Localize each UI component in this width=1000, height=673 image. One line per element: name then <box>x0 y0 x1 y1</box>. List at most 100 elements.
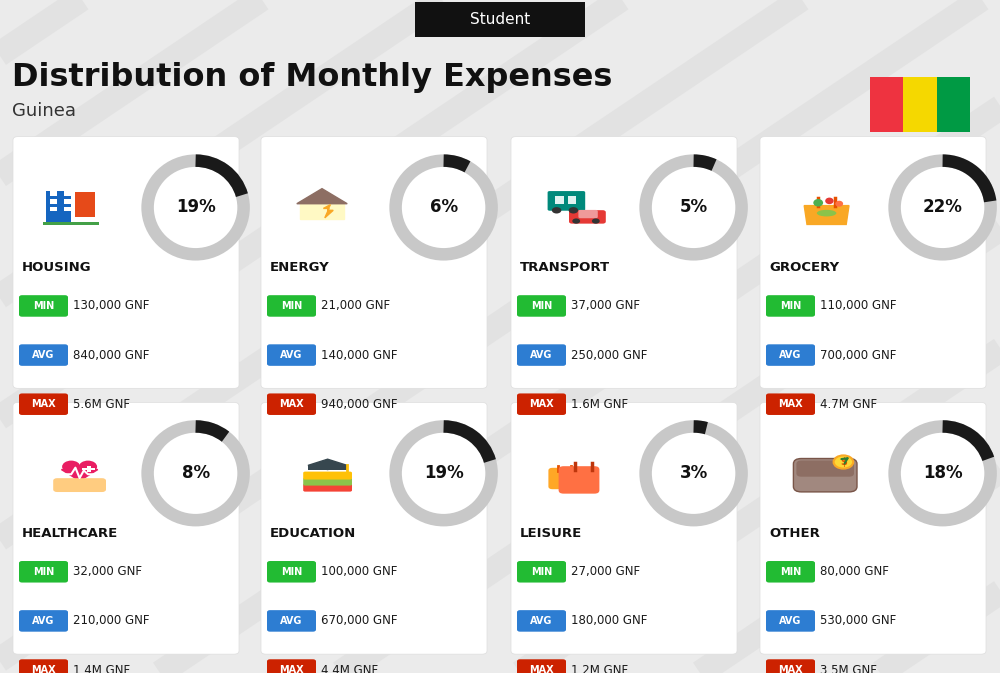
FancyBboxPatch shape <box>50 199 57 204</box>
FancyBboxPatch shape <box>511 402 737 654</box>
FancyBboxPatch shape <box>13 402 239 654</box>
FancyBboxPatch shape <box>13 137 239 388</box>
FancyBboxPatch shape <box>75 192 95 217</box>
FancyBboxPatch shape <box>303 472 352 480</box>
Ellipse shape <box>813 199 823 207</box>
Text: 530,000 GNF: 530,000 GNF <box>820 614 896 627</box>
FancyBboxPatch shape <box>43 222 99 225</box>
Text: GROCERY: GROCERY <box>769 261 839 274</box>
FancyBboxPatch shape <box>568 196 576 204</box>
Text: 180,000 GNF: 180,000 GNF <box>571 614 647 627</box>
Ellipse shape <box>835 201 843 207</box>
FancyBboxPatch shape <box>87 466 91 472</box>
Text: MAX: MAX <box>778 399 803 409</box>
Text: 210,000 GNF: 210,000 GNF <box>73 614 150 627</box>
FancyBboxPatch shape <box>548 191 585 211</box>
Text: 130,000 GNF: 130,000 GNF <box>73 299 149 312</box>
FancyBboxPatch shape <box>766 345 815 366</box>
Ellipse shape <box>825 198 834 204</box>
FancyBboxPatch shape <box>903 77 937 132</box>
Text: Guinea: Guinea <box>12 102 76 120</box>
Text: MIN: MIN <box>33 567 54 577</box>
FancyBboxPatch shape <box>870 77 903 132</box>
FancyBboxPatch shape <box>517 610 566 632</box>
Polygon shape <box>804 205 849 224</box>
FancyBboxPatch shape <box>511 137 737 388</box>
FancyBboxPatch shape <box>517 660 566 673</box>
Ellipse shape <box>817 210 836 217</box>
Text: 670,000 GNF: 670,000 GNF <box>321 614 398 627</box>
FancyBboxPatch shape <box>569 210 606 223</box>
Text: 19%: 19% <box>424 464 463 483</box>
FancyBboxPatch shape <box>548 468 580 489</box>
FancyBboxPatch shape <box>267 394 316 415</box>
FancyBboxPatch shape <box>517 394 566 415</box>
FancyBboxPatch shape <box>415 2 585 37</box>
Text: 140,000 GNF: 140,000 GNF <box>321 349 398 361</box>
Text: 37,000 GNF: 37,000 GNF <box>571 299 640 312</box>
Text: 1.6M GNF: 1.6M GNF <box>571 398 628 411</box>
FancyBboxPatch shape <box>261 402 487 654</box>
FancyBboxPatch shape <box>303 484 352 491</box>
FancyBboxPatch shape <box>760 402 986 654</box>
Text: MIN: MIN <box>780 301 801 311</box>
Text: 80,000 GNF: 80,000 GNF <box>820 565 889 578</box>
Text: 18%: 18% <box>923 464 962 483</box>
Text: MIN: MIN <box>281 567 302 577</box>
FancyBboxPatch shape <box>267 561 316 583</box>
FancyBboxPatch shape <box>19 394 68 415</box>
FancyBboxPatch shape <box>50 207 57 211</box>
Ellipse shape <box>79 460 97 473</box>
Text: MIN: MIN <box>33 301 54 311</box>
FancyBboxPatch shape <box>760 137 986 388</box>
Text: MAX: MAX <box>778 665 803 673</box>
FancyBboxPatch shape <box>82 468 95 470</box>
Text: 940,000 GNF: 940,000 GNF <box>321 398 398 411</box>
Circle shape <box>569 207 578 213</box>
FancyBboxPatch shape <box>766 610 815 632</box>
Text: MIN: MIN <box>531 301 552 311</box>
FancyBboxPatch shape <box>766 660 815 673</box>
Polygon shape <box>308 459 347 470</box>
Text: 4.4M GNF: 4.4M GNF <box>321 664 378 673</box>
Polygon shape <box>297 188 347 204</box>
Text: 22%: 22% <box>923 199 963 217</box>
Text: Student: Student <box>470 12 530 27</box>
FancyBboxPatch shape <box>64 191 71 196</box>
Text: AVG: AVG <box>32 616 55 626</box>
Text: LEISURE: LEISURE <box>520 527 582 540</box>
FancyBboxPatch shape <box>517 561 566 583</box>
Text: AVG: AVG <box>530 616 553 626</box>
Text: AVG: AVG <box>779 350 802 360</box>
Text: 4.7M GNF: 4.7M GNF <box>820 398 877 411</box>
Text: AVG: AVG <box>280 350 303 360</box>
Text: 110,000 GNF: 110,000 GNF <box>820 299 897 312</box>
Text: 21,000 GNF: 21,000 GNF <box>321 299 390 312</box>
FancyBboxPatch shape <box>267 610 316 632</box>
Text: HOUSING: HOUSING <box>22 261 92 274</box>
FancyBboxPatch shape <box>766 561 815 583</box>
Text: AVG: AVG <box>280 616 303 626</box>
FancyBboxPatch shape <box>19 660 68 673</box>
FancyBboxPatch shape <box>303 478 352 486</box>
Circle shape <box>592 219 600 223</box>
Text: 1.2M GNF: 1.2M GNF <box>571 664 628 673</box>
Circle shape <box>552 207 561 213</box>
FancyBboxPatch shape <box>766 295 815 317</box>
Text: 27,000 GNF: 27,000 GNF <box>571 565 640 578</box>
Text: 5%: 5% <box>680 199 708 217</box>
FancyBboxPatch shape <box>46 190 71 224</box>
Text: 840,000 GNF: 840,000 GNF <box>73 349 149 361</box>
FancyBboxPatch shape <box>793 458 857 492</box>
Text: MAX: MAX <box>31 665 56 673</box>
Polygon shape <box>61 470 98 481</box>
Text: 8%: 8% <box>182 464 210 483</box>
Text: 32,000 GNF: 32,000 GNF <box>73 565 142 578</box>
Text: MIN: MIN <box>780 567 801 577</box>
FancyBboxPatch shape <box>64 199 71 204</box>
Text: 700,000 GNF: 700,000 GNF <box>820 349 896 361</box>
Text: 1.4M GNF: 1.4M GNF <box>73 664 130 673</box>
Ellipse shape <box>62 460 80 473</box>
Text: 3%: 3% <box>679 464 708 483</box>
Text: HEALTHCARE: HEALTHCARE <box>22 527 118 540</box>
